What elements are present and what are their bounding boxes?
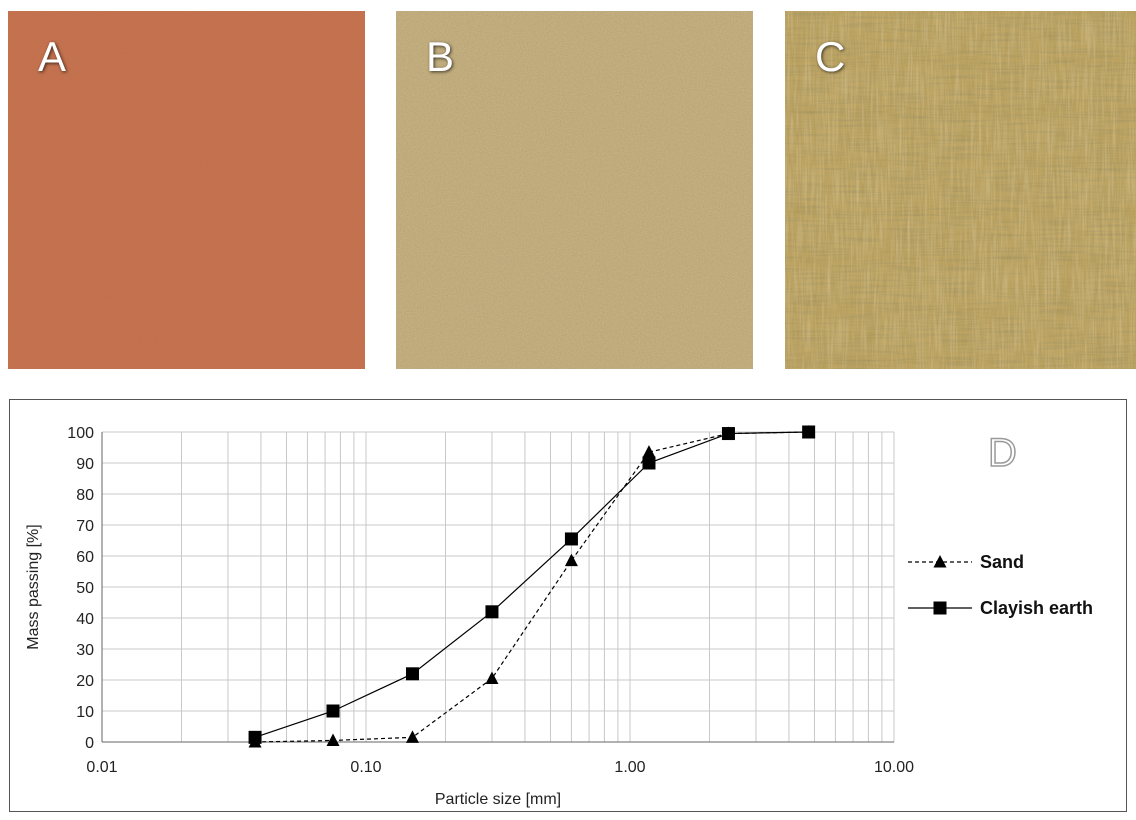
data-point-triangle (642, 445, 656, 458)
y-tick-label: 70 (76, 518, 94, 535)
x-tick-label: 1.00 (614, 759, 645, 776)
legend-label: Sand (980, 552, 1024, 572)
photo-red-clay: A (8, 11, 365, 369)
straw-texture (785, 11, 1136, 369)
data-point-square (564, 532, 578, 546)
data-point-triangle (485, 671, 499, 684)
y-tick-label: 50 (76, 580, 94, 597)
photo-straw: C (785, 11, 1136, 369)
data-point-square (933, 601, 947, 615)
chart-legend: Sand Clayish earth (908, 552, 1093, 618)
sand-texture (396, 11, 753, 369)
data-point-square (485, 605, 499, 619)
y-tick-label: 40 (76, 611, 94, 628)
x-tick-label: 10.00 (874, 759, 914, 776)
y-tick-label: 100 (67, 425, 94, 442)
y-tick-label: 90 (76, 456, 94, 473)
y-tick-label: 20 (76, 673, 94, 690)
grading-chart-frame: 0 10 20 30 40 50 60 70 80 90 100 0.01 0.10 1.00 10.00 … (9, 399, 1127, 812)
x-tick-label: 0.10 (350, 759, 381, 776)
panel-label-a: A (38, 33, 67, 80)
data-point-square (802, 425, 816, 439)
y-tick-label: 0 (85, 735, 94, 752)
x-tick-label: 0.01 (86, 759, 117, 776)
data-point-triangle (326, 733, 340, 746)
y-tick-label: 10 (76, 704, 94, 721)
legend-label: Clayish earth (980, 598, 1093, 618)
panel-label-c: C (815, 33, 846, 80)
data-point-triangle (564, 553, 578, 567)
panel-label-b: B (426, 33, 455, 80)
y-tick-label: 60 (76, 549, 94, 566)
data-point-square (405, 667, 419, 681)
y-axis-title: Mass passing [%] (25, 524, 42, 649)
chart-series (248, 425, 816, 748)
data-point-square (326, 704, 340, 718)
data-point-square (642, 456, 656, 470)
series-line-sand (255, 431, 809, 743)
y-tick-label: 30 (76, 642, 94, 659)
series-line-clayish-earth (254, 431, 809, 738)
y-tick-label: 80 (76, 487, 94, 504)
chart-axes: 0 10 20 30 40 50 60 70 80 90 100 0.01 0.10 1.00 10.00 (67, 425, 914, 776)
data-point-triangle (405, 730, 419, 743)
data-point-square (248, 730, 262, 744)
chart-grid (101, 431, 895, 743)
red-clay-texture (8, 11, 365, 369)
data-point-triangle (933, 555, 947, 568)
x-axis-title: Particle size [mm] (435, 791, 561, 808)
photo-sand: B (396, 11, 753, 369)
panel-label-d: D (988, 431, 1017, 475)
data-point-square (721, 427, 735, 441)
